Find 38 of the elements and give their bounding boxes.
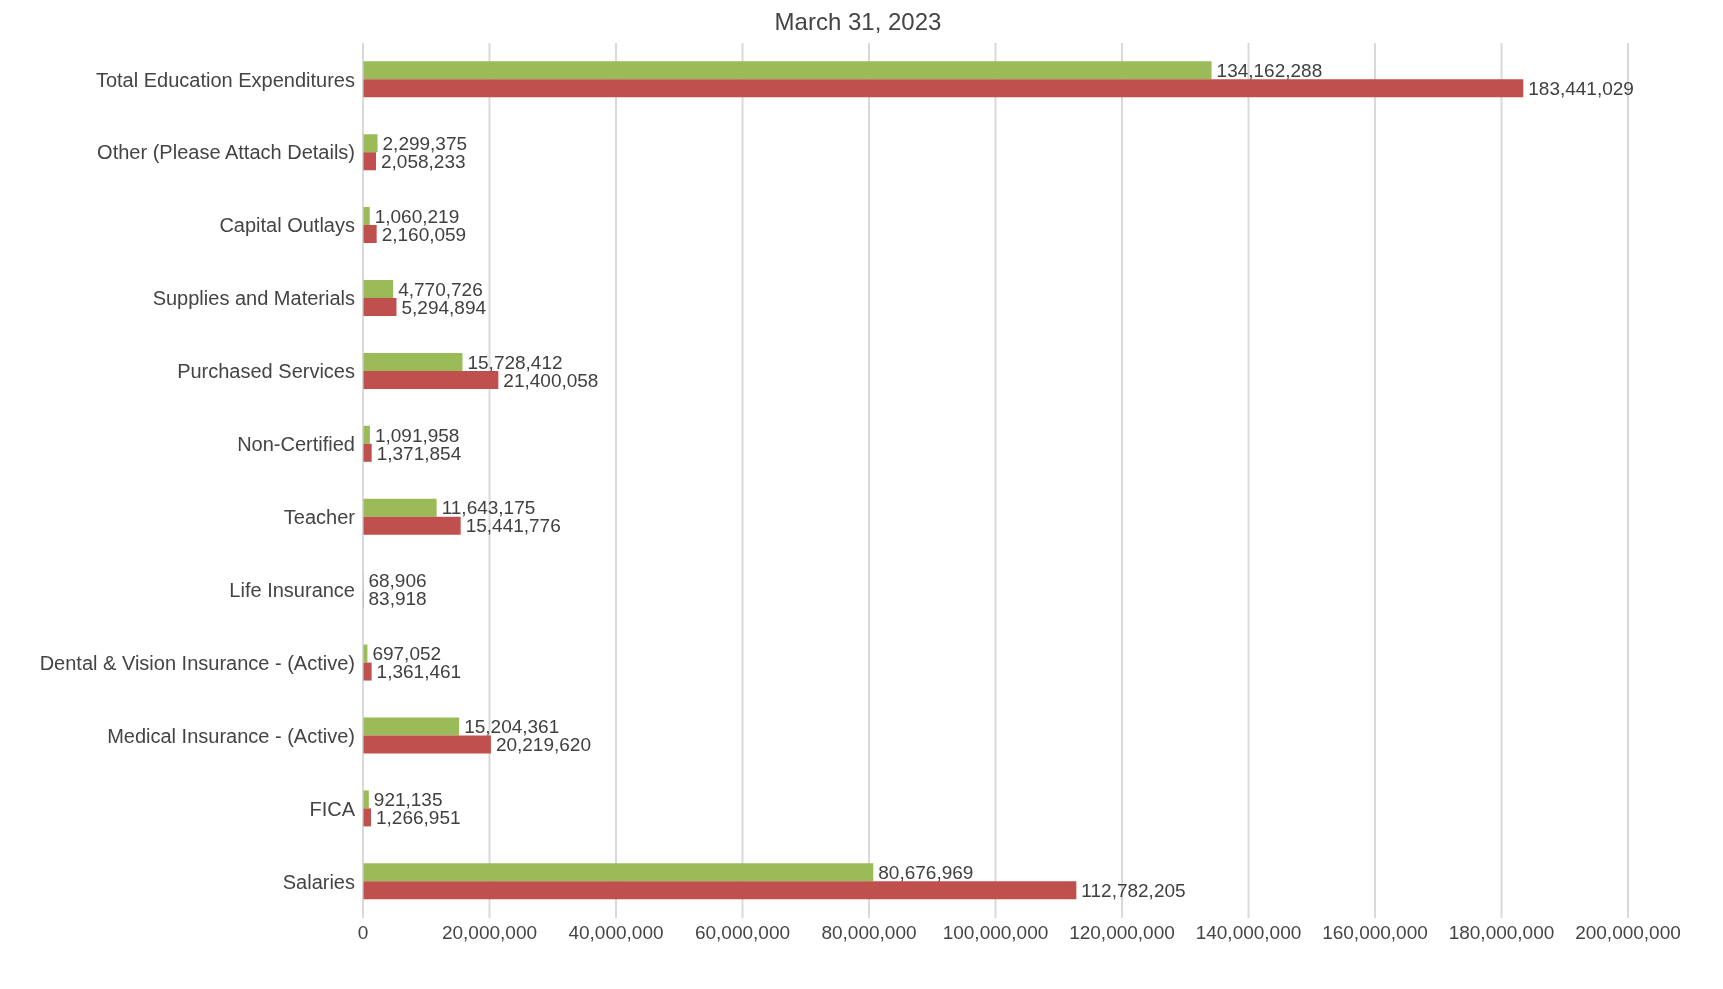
data-label: 68,906 — [368, 570, 427, 592]
y-tick-label: Teacher — [283, 506, 356, 529]
y-tick-label: Other (Please Attach Details) — [97, 141, 355, 164]
x-tick-label: 180,000,000 — [1448, 922, 1555, 944]
x-tick-label: 120,000,000 — [1069, 922, 1175, 944]
y-tick-label: Total Education Expenditures — [95, 68, 355, 91]
data-label: 697,052 — [372, 643, 442, 665]
x-tick-label: 40,000,000 — [568, 922, 664, 944]
y-tick-label: Life Insurance — [229, 578, 355, 601]
chart-title: March 31, 2023 — [773, 8, 943, 37]
data-label: 1,091,958 — [374, 424, 460, 446]
data-label: 15,204,361 — [464, 716, 560, 738]
x-tick-label: 60,000,000 — [694, 922, 791, 944]
data-label: 921,135 — [373, 789, 443, 811]
x-tick-label: 200,000,000 — [1575, 922, 1681, 944]
y-tick-label: Capital Outlays — [219, 214, 355, 237]
x-tick-label: 20,000,000 — [441, 922, 538, 944]
data-label: 1,060,219 — [374, 205, 460, 227]
x-tick-label: 140,000,000 — [1195, 922, 1302, 944]
y-tick-label: FICA — [309, 797, 356, 820]
y-tick-label: Dental & Vision Insurance - (Active) — [39, 651, 355, 674]
x-tick-label: 160,000,000 — [1322, 922, 1428, 944]
data-label: 2,299,375 — [382, 132, 468, 154]
data-label: 183,441,029 — [1528, 77, 1634, 99]
data-label: 11,643,175 — [441, 497, 536, 519]
y-tick-label: Supplies and Materials — [152, 287, 355, 310]
y-tick-label: Non-Certified — [237, 433, 355, 456]
x-tick-label: 0 — [357, 922, 369, 944]
y-tick-label: Medical Insurance - (Active) — [107, 724, 355, 747]
x-tick-label: 80,000,000 — [821, 922, 917, 944]
y-tick-label: Salaries — [282, 870, 355, 893]
data-label: 134,162,288 — [1216, 59, 1323, 81]
data-label: 4,770,726 — [398, 278, 483, 300]
y-tick-label: Purchased Services — [177, 360, 355, 383]
data-label: 112,782,205 — [1081, 880, 1186, 902]
data-label: 15,728,412 — [467, 351, 563, 373]
data-label: 80,676,969 — [878, 862, 974, 884]
x-tick-label: 100,000,000 — [942, 922, 1049, 944]
